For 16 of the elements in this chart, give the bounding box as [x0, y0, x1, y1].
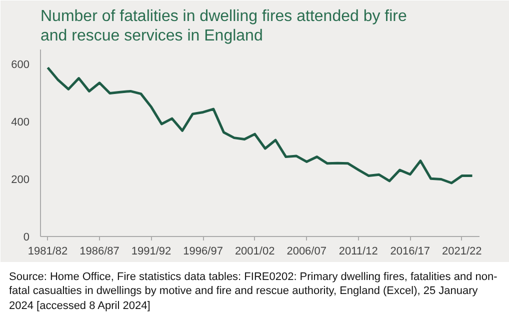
y-tick-label: 400 — [11, 116, 30, 128]
x-tick-label: 2001/02 — [234, 246, 275, 258]
y-tick-label: 600 — [11, 58, 30, 71]
y-tick-label: 200 — [11, 174, 30, 186]
x-tick-label: 2006/07 — [286, 246, 326, 258]
x-tick-label: 1996/97 — [183, 246, 223, 258]
x-tick-label: 1986/87 — [80, 246, 120, 258]
x-tick-label: 1981/82 — [28, 246, 68, 258]
line-series — [46, 66, 474, 184]
x-tick-label: 2011/12 — [338, 246, 378, 258]
y-tick-label: 0 — [23, 232, 30, 244]
x-tick-label: 2021/22 — [442, 246, 482, 258]
chart-title: Number of fatalities in dwelling fires attended by fire and rescue services in England — [40, 8, 408, 44]
source-note: Source: Home Office, Fire statistics data tables: FIRE0202: Primary dwelling fires, fatalities and non-fatal casualties in dwellings by motive and fire and rescue authority, England (Excel), 25 January 2024 [accessed 8 April 2024] — [9, 270, 498, 313]
x-tick-label: 1991/92 — [131, 246, 172, 258]
x-tick-label: 2016/17 — [390, 246, 430, 258]
